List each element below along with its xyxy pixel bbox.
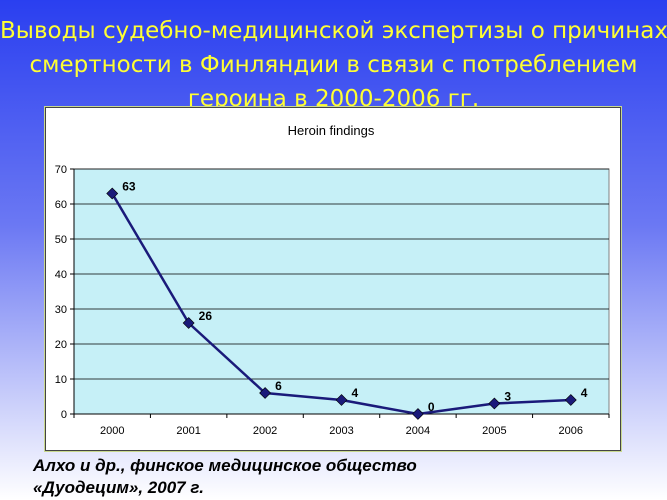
source-caption: Алхо и др., финское медицинское общество… bbox=[33, 455, 633, 499]
y-tick-label: 0 bbox=[61, 409, 67, 421]
slide-title-line-1: Выводы судебно-медицинской экспертизы о … bbox=[0, 18, 667, 44]
x-tick-label: 2001 bbox=[176, 425, 200, 437]
slide-title-line-2: смертности в Финляндии в связи с потребл… bbox=[29, 52, 638, 78]
caption-line-2: «Дуодецим», 2007 г. bbox=[33, 478, 204, 497]
y-tick-label: 40 bbox=[55, 269, 67, 281]
x-tick-label: 2003 bbox=[329, 425, 353, 437]
data-point-marker bbox=[259, 387, 271, 399]
x-tick-label: 2002 bbox=[253, 425, 277, 437]
data-label: 63 bbox=[122, 180, 136, 194]
data-label: 4 bbox=[352, 386, 359, 400]
x-tick-label: 2005 bbox=[482, 425, 506, 437]
data-label: 3 bbox=[504, 390, 511, 404]
chart-frame: Heroin findings 0 10 20 30 40 50 60 70 2000 2001 2… bbox=[45, 107, 621, 451]
chart-title: Heroin findings bbox=[288, 123, 375, 138]
data-label: 6 bbox=[275, 379, 282, 393]
x-tick-label: 2004 bbox=[406, 425, 430, 437]
y-tick-label: 70 bbox=[55, 164, 67, 176]
caption-line-1: Алхо и др., финское медицинское общество bbox=[33, 456, 417, 475]
plot-area bbox=[73, 168, 610, 415]
data-point-marker bbox=[335, 394, 348, 406]
y-tick-label: 60 bbox=[55, 199, 67, 211]
y-tick-label: 30 bbox=[55, 304, 67, 316]
y-tick-label: 10 bbox=[55, 374, 67, 386]
data-label: 4 bbox=[581, 386, 588, 400]
data-label: 26 bbox=[199, 309, 213, 323]
data-point-marker bbox=[412, 408, 424, 420]
data-point-marker bbox=[564, 394, 577, 406]
data-label: 0 bbox=[428, 400, 435, 414]
slide-title: Выводы судебно-медицинской экспертизы о … bbox=[0, 14, 667, 116]
data-point-marker bbox=[488, 397, 501, 410]
y-tick-label: 20 bbox=[55, 339, 67, 351]
data-point-marker bbox=[106, 187, 119, 200]
x-tick-label: 2006 bbox=[559, 425, 583, 437]
y-tick-label: 50 bbox=[55, 234, 67, 246]
x-tick-label: 2000 bbox=[100, 425, 124, 437]
data-point-marker bbox=[182, 317, 195, 329]
